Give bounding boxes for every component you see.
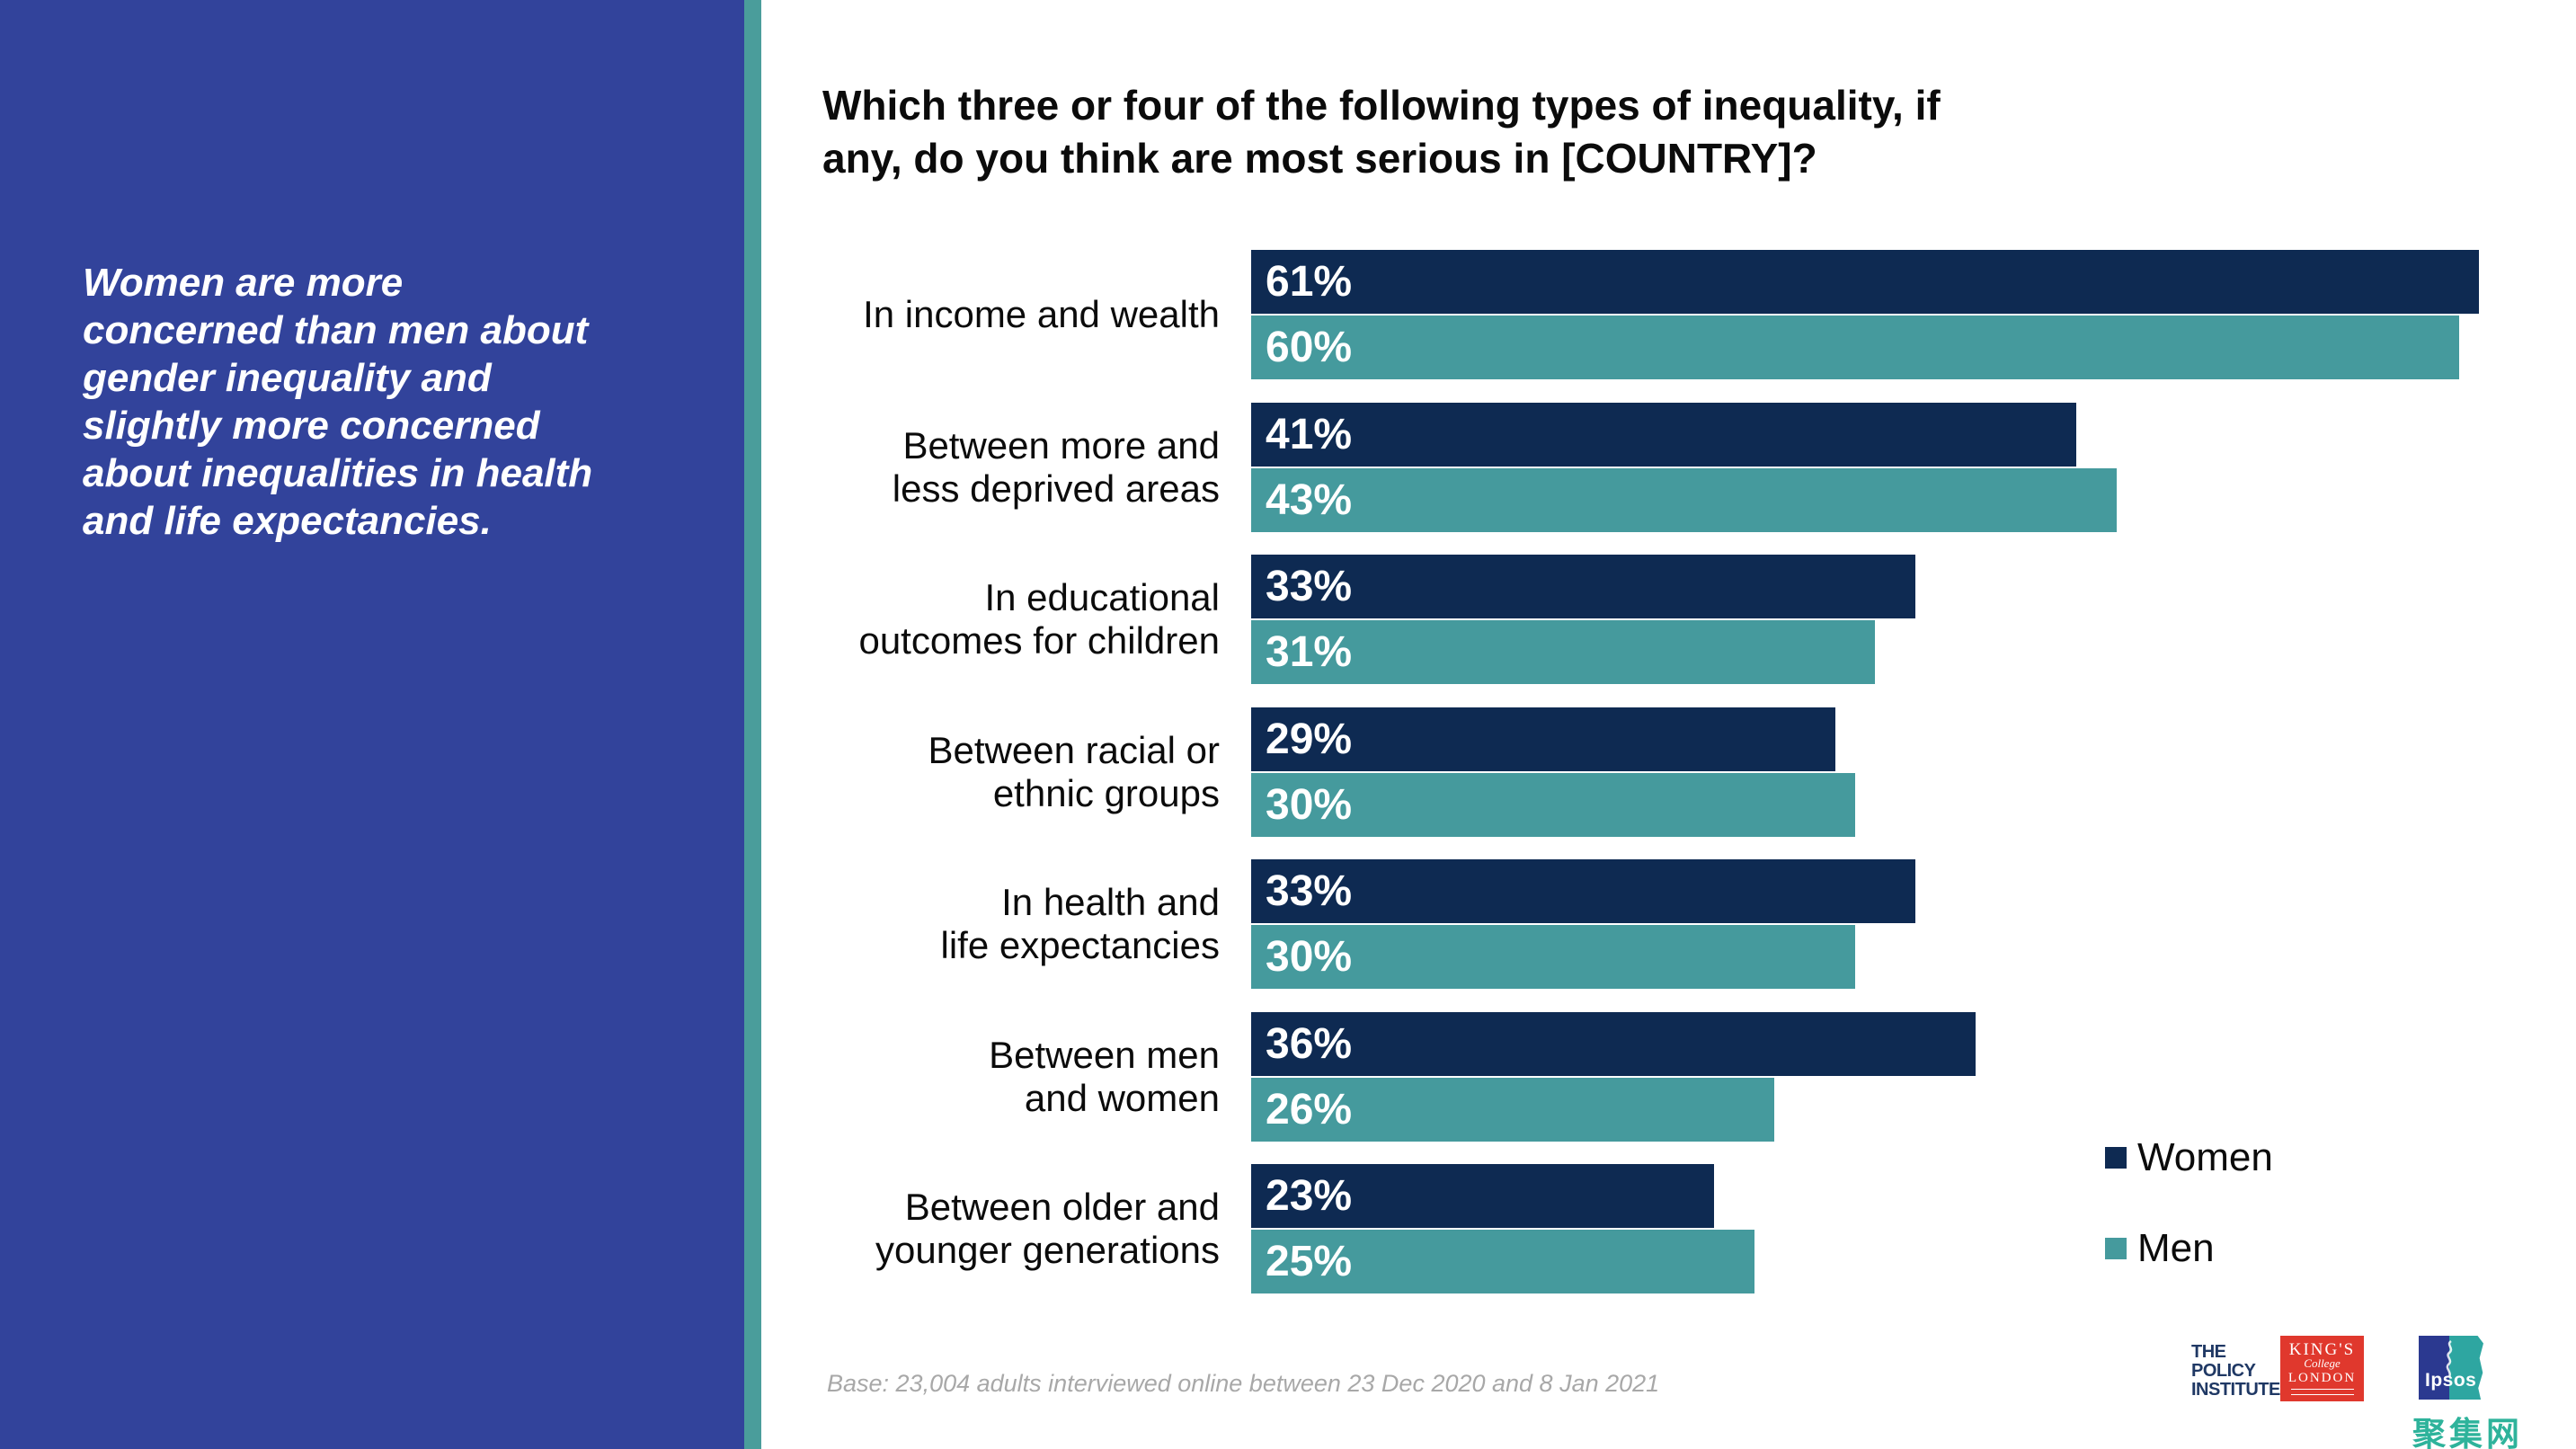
kings-college-london-logo: KING'S College LONDON	[2280, 1336, 2364, 1401]
legend-swatch-women-icon	[2105, 1147, 2127, 1169]
chart-row: In health and life expectancies 33% 30%	[0, 859, 2576, 989]
category-label: In health and life expectancies	[940, 881, 1220, 966]
bar-men: 60%	[1251, 316, 2459, 379]
bar-women: 36%	[1251, 1012, 1976, 1076]
chart-title: Which three or four of the following typ…	[822, 82, 1941, 182]
bar-women: 33%	[1251, 555, 1915, 618]
legend-label-men: Men	[2137, 1226, 2215, 1270]
category-label: Between older and younger generations	[875, 1186, 1220, 1271]
bar-men: 25%	[1251, 1230, 1754, 1293]
category-label: In income and wealth	[863, 293, 1220, 335]
sidebar-panel: Women are more concerned than men about …	[0, 0, 744, 1449]
ipsos-face-icon	[2446, 1339, 2453, 1378]
bar-value-women: 33%	[1266, 563, 1353, 610]
legend-item-men: Men	[2105, 1225, 2273, 1272]
watermark-text: 聚集网	[2412, 1416, 2523, 1449]
bar-value-men: 31%	[1266, 628, 1353, 676]
bar-women: 61%	[1251, 250, 2479, 314]
bar-men: 26%	[1251, 1078, 1774, 1142]
bar-value-women: 41%	[1266, 411, 1353, 458]
sidebar-accent-strip	[744, 0, 761, 1449]
bar-value-men: 30%	[1266, 933, 1353, 981]
category-label: Between men and women	[989, 1034, 1220, 1119]
bar-men: 30%	[1251, 773, 1855, 837]
bar-value-women: 23%	[1266, 1172, 1353, 1220]
chart-row: In income and wealth 61% 60%	[0, 250, 2576, 379]
kings-logo-line1: KING'S	[2288, 1340, 2356, 1359]
bar-value-men: 26%	[1266, 1086, 1353, 1133]
chart-legend: Women Men	[2105, 1134, 2273, 1316]
bar-value-women: 29%	[1266, 716, 1353, 763]
chart-row: Between older and younger generations 23…	[0, 1164, 2576, 1293]
bar-value-men: 25%	[1266, 1238, 1353, 1285]
bar-women: 29%	[1251, 707, 1835, 771]
chart-row: Between men and women 36% 26%	[0, 1012, 2576, 1142]
bar-men: 30%	[1251, 925, 1855, 989]
bar-women: 41%	[1251, 403, 2076, 467]
bar-value-women: 33%	[1266, 867, 1353, 915]
kings-logo-line3: LONDON	[2287, 1371, 2357, 1385]
legend-swatch-men-icon	[2105, 1238, 2127, 1259]
chart-row: Between racial or ethnic groups 29% 30%	[0, 707, 2576, 837]
bar-men: 43%	[1251, 468, 2117, 532]
kings-double-rule	[2290, 1389, 2354, 1395]
category-label: In educational outcomes for children	[858, 576, 1220, 662]
policy-institute-logo: THE POLICY INSTITUTE	[2191, 1342, 2280, 1400]
category-label: Between more and less deprived areas	[892, 424, 1220, 510]
chart-row: In educational outcomes for children 33%…	[0, 555, 2576, 684]
bar-value-men: 43%	[1266, 476, 1353, 524]
bar-men: 31%	[1251, 620, 1875, 684]
category-label: Between racial or ethnic groups	[928, 729, 1221, 814]
base-note: Base: 23,004 adults interviewed online b…	[827, 1370, 1660, 1397]
bar-value-men: 60%	[1266, 324, 1353, 371]
sidebar-summary-text: Women are more concerned than men about …	[83, 261, 593, 543]
ipsos-logo-text: Ipsos	[2425, 1370, 2477, 1391]
kings-logo-line2: College	[2304, 1356, 2341, 1370]
bar-value-men: 30%	[1266, 781, 1353, 829]
ipsos-logo: Ipsos	[2419, 1336, 2483, 1400]
chart-row: Between more and less deprived areas 41%…	[0, 403, 2576, 532]
legend-item-women: Women	[2105, 1134, 2273, 1181]
bar-value-women: 36%	[1266, 1020, 1353, 1068]
legend-label-women: Women	[2137, 1135, 2273, 1179]
bar-women: 23%	[1251, 1164, 1714, 1228]
bar-women: 33%	[1251, 859, 1915, 923]
bar-value-women: 61%	[1266, 258, 1353, 306]
